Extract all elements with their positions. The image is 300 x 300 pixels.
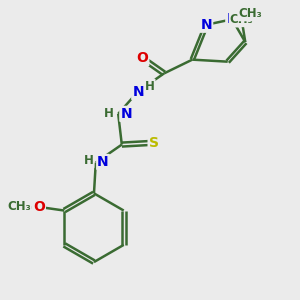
- Text: H: H: [84, 154, 94, 167]
- Text: S: S: [148, 136, 159, 150]
- Text: N: N: [200, 18, 212, 32]
- Text: H: H: [145, 80, 154, 92]
- Text: CH₃: CH₃: [238, 8, 262, 20]
- Text: O: O: [33, 200, 45, 214]
- Text: N: N: [97, 155, 109, 169]
- Text: N: N: [120, 107, 132, 121]
- Text: CH₃: CH₃: [7, 200, 31, 213]
- Text: H: H: [103, 107, 113, 120]
- Text: O: O: [136, 51, 148, 65]
- Text: N: N: [132, 85, 144, 99]
- Text: N: N: [226, 12, 238, 26]
- Text: CH₃: CH₃: [230, 13, 254, 26]
